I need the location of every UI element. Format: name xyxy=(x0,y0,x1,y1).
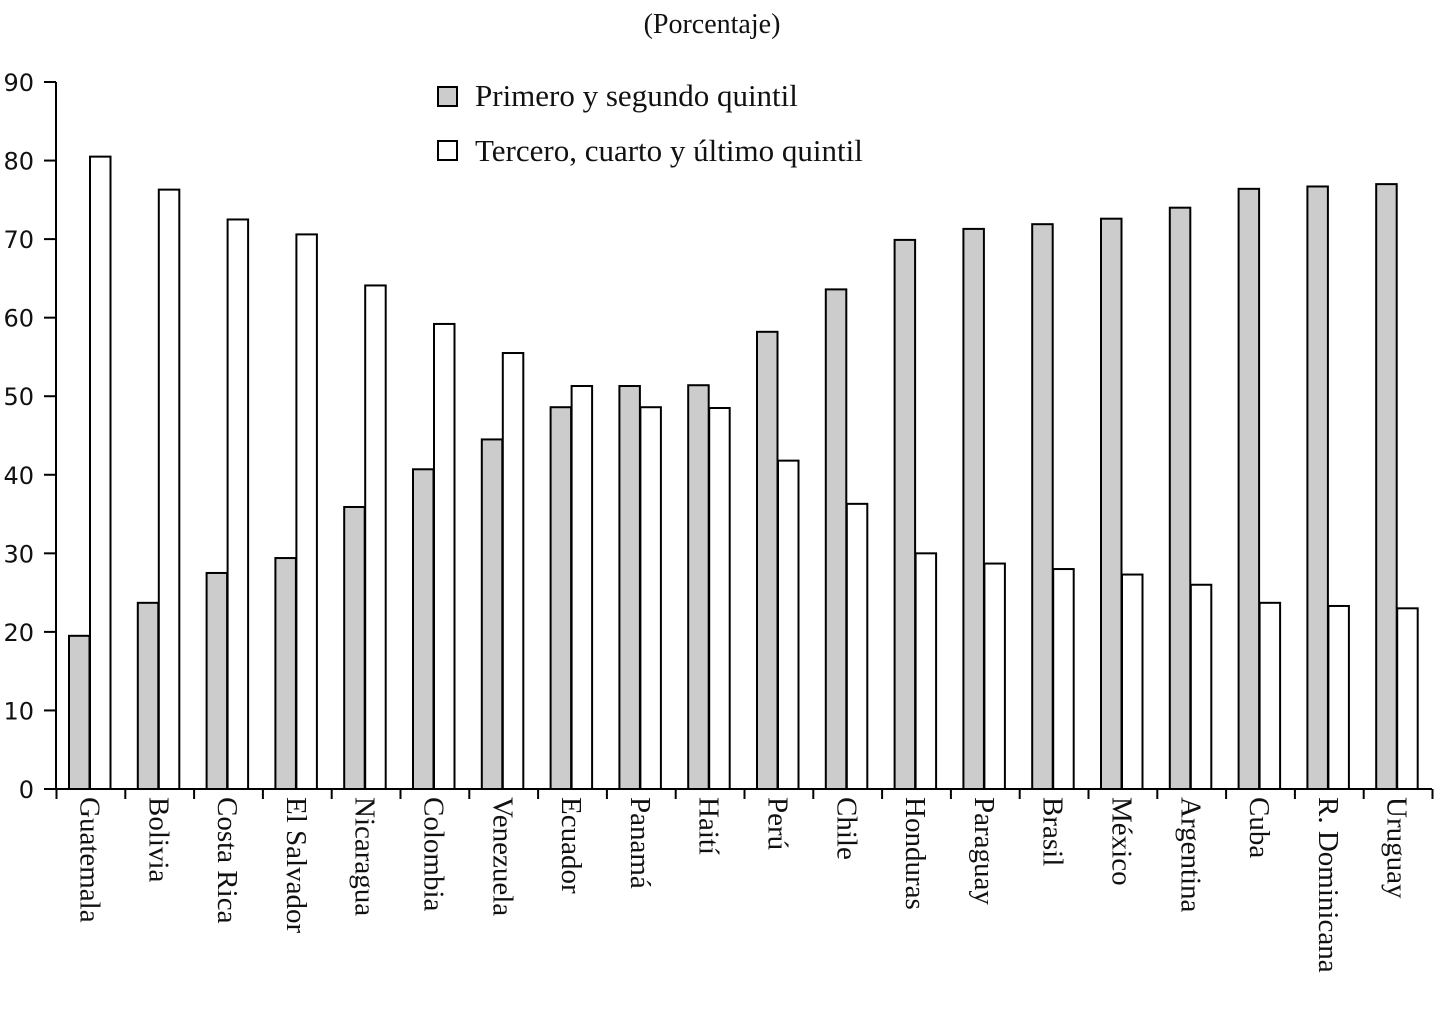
bar-series-2 xyxy=(157,188,181,791)
x-tick-label: Brasil xyxy=(1037,797,1069,866)
x-tick-label: Bolivia xyxy=(142,797,174,883)
legend-label-series-2: Tercero, cuarto y último quintil xyxy=(475,133,863,168)
y-tick-label: 70 xyxy=(3,226,34,254)
bar-series-2 xyxy=(1189,583,1213,790)
bar-series-1 xyxy=(1031,223,1054,791)
y-tick-label: 90 xyxy=(3,69,34,97)
x-tick-label: Argentina xyxy=(1174,797,1206,913)
bar-series-2 xyxy=(845,502,869,790)
x-tick-label: Cuba xyxy=(1243,797,1275,858)
chart-subtitle: (Porcentaje) xyxy=(644,9,781,40)
x-tick-label: Chile xyxy=(830,797,862,860)
x-tick-label: Honduras xyxy=(899,797,931,910)
bar-series-2 xyxy=(1327,604,1350,791)
axes xyxy=(44,82,1432,790)
y-tick-label: 30 xyxy=(3,540,34,568)
y-axis-ticks: 0 10 20 30 40 50 60 70 80 90 xyxy=(3,69,56,804)
bar-series-1 xyxy=(893,238,917,790)
bar-series-1 xyxy=(1375,183,1398,791)
bar-series-1 xyxy=(1237,187,1261,790)
x-tick-label: Perú xyxy=(762,797,794,850)
bar-series-1 xyxy=(412,468,435,790)
x-tick-label: Nicaragua xyxy=(349,797,381,916)
bar-series-2 xyxy=(433,322,456,790)
bar-series-1 xyxy=(1306,185,1329,790)
y-tick-label: 40 xyxy=(3,462,34,490)
bar-series-2 xyxy=(295,233,318,791)
bar-series-2 xyxy=(639,406,662,790)
bar-series-2 xyxy=(1121,573,1144,790)
x-tick-label: Haití xyxy=(693,797,725,855)
bar-series-1 xyxy=(343,505,366,790)
bar-series-1 xyxy=(962,227,985,791)
y-tick-label: 20 xyxy=(3,619,34,647)
x-tick-label: Colombia xyxy=(418,797,450,912)
x-tick-label: Guatemala xyxy=(74,797,106,923)
bar-series-2 xyxy=(708,407,731,790)
bar-series-1 xyxy=(756,330,779,790)
bar-series-1 xyxy=(480,438,504,790)
bar-series-1 xyxy=(136,601,160,790)
legend-swatch-series-1 xyxy=(437,86,458,107)
bar-series-2 xyxy=(501,352,525,790)
bar-series-2 xyxy=(1258,601,1282,790)
x-tick-label: Paraguay xyxy=(968,797,1000,905)
bars xyxy=(68,155,1419,791)
bar-series-1 xyxy=(68,634,91,790)
bar-series-2 xyxy=(983,562,1006,790)
x-axis-ticks: Guatemala Bolivia Costa Rica El Salvador Nic… xyxy=(55,789,1434,973)
y-tick-label: 10 xyxy=(3,697,34,725)
bar-series-2 xyxy=(1052,568,1075,790)
y-tick-label: 80 xyxy=(3,148,34,176)
bar-series-2 xyxy=(914,552,938,790)
bar-series-1 xyxy=(824,288,848,790)
x-tick-label: Uruguay xyxy=(1381,797,1413,899)
bar-series-1 xyxy=(1100,217,1123,791)
x-tick-label: Ecuador xyxy=(555,797,587,894)
y-tick-label: 50 xyxy=(3,383,34,411)
legend: Primero y segundo quintil Tercero, cuart… xyxy=(437,78,863,168)
x-tick-label: El Salvador xyxy=(280,797,312,933)
bar-series-2 xyxy=(570,385,594,790)
bar-series-2 xyxy=(226,218,250,790)
y-tick-label: 60 xyxy=(3,305,34,333)
bar-series-1 xyxy=(618,385,641,790)
legend-label-series-1: Primero y segundo quintil xyxy=(475,78,798,113)
bar-series-2 xyxy=(364,284,387,790)
bar-series-1 xyxy=(687,384,710,790)
x-tick-label: México xyxy=(1106,797,1138,886)
x-tick-label: R. Dominicana xyxy=(1312,797,1344,973)
x-tick-label: Costa Rica xyxy=(211,797,243,924)
bar-series-1 xyxy=(1168,206,1192,790)
bar-series-2 xyxy=(1396,607,1419,790)
bar-series-1 xyxy=(274,557,297,791)
x-tick-label: Panamá xyxy=(624,797,656,889)
bar-series-2 xyxy=(89,155,112,790)
legend-swatch-series-2 xyxy=(437,140,458,161)
bar-series-1 xyxy=(205,571,229,790)
bar-series-1 xyxy=(549,406,573,790)
y-tick-label: 0 xyxy=(19,776,34,804)
x-tick-label: Venezuela xyxy=(486,797,518,916)
bar-series-2 xyxy=(777,459,800,790)
